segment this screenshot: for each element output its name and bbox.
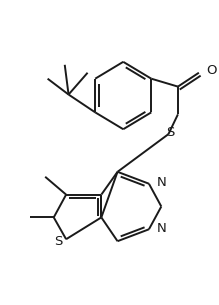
Text: S: S	[54, 235, 63, 248]
Text: S: S	[166, 126, 175, 139]
Text: N: N	[157, 176, 166, 189]
Text: N: N	[157, 222, 166, 235]
Text: O: O	[207, 64, 217, 77]
